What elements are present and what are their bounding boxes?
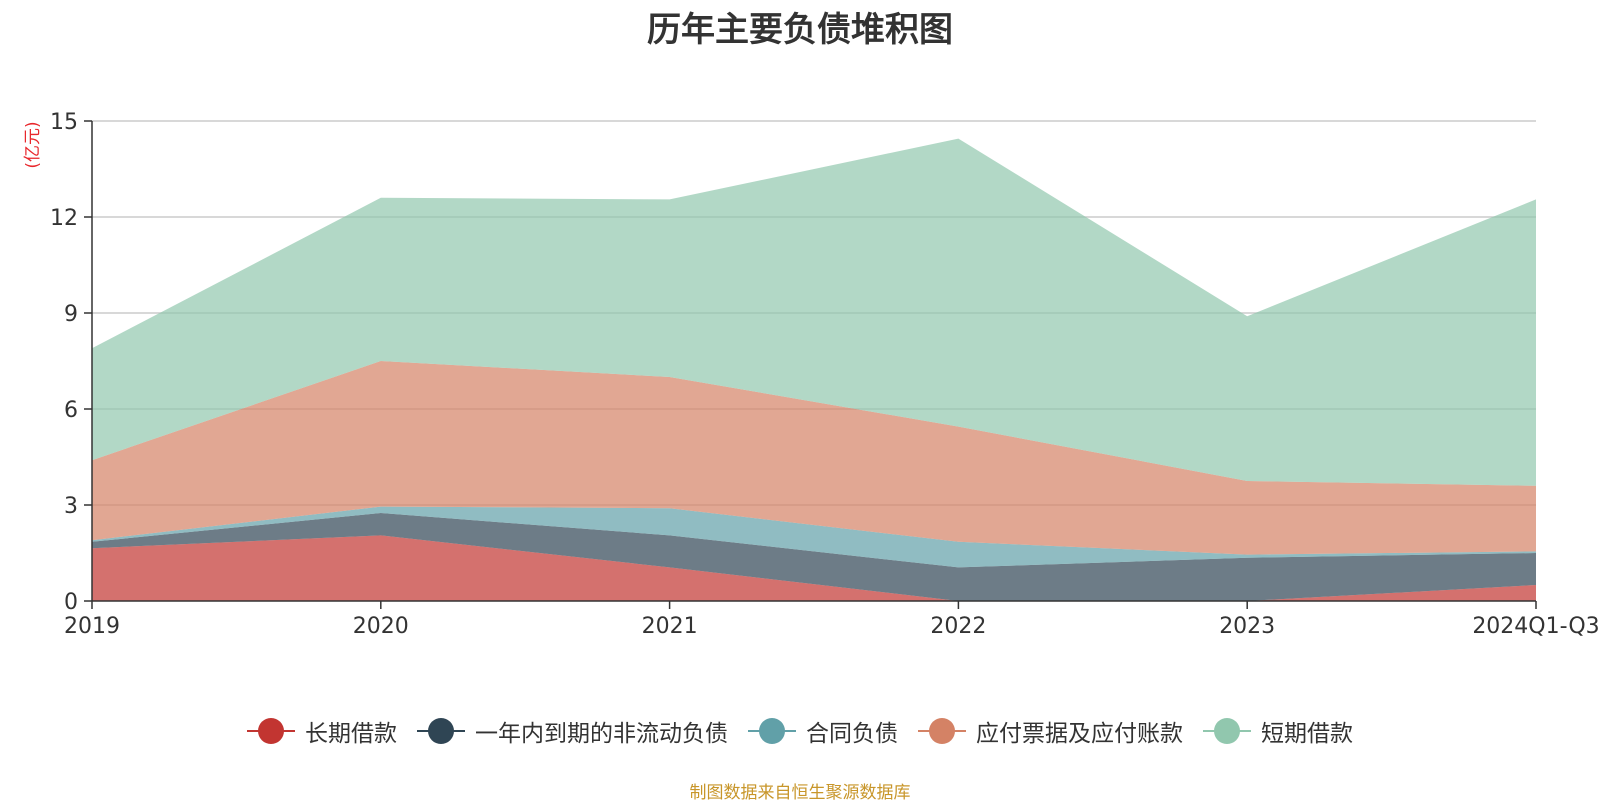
y-tick-label: 0 [64,590,78,615]
x-tick-label: 2019 [64,614,120,639]
legend-label: 短期借款 [1261,721,1353,747]
legend-label: 合同负债 [806,721,898,747]
legend-item[interactable]: 一年内到期的非流动负债 [417,714,728,748]
x-tick-label: 2020 [353,614,409,639]
legend-marker-icon [918,718,966,744]
x-tick-label: 2021 [642,614,698,639]
legend-marker-icon [417,718,465,744]
y-tick-label: 3 [64,494,78,519]
x-tick-label: 2023 [1219,614,1275,639]
legend-item[interactable]: 应付票据及应付账款 [918,714,1183,748]
x-tick-label: 2024Q1-Q3 [1472,614,1599,639]
legend-label: 应付票据及应付账款 [976,721,1183,747]
axes: 0 3 6 9 12 15 2019 2020 2021 2022 2023 2024Q1-Q3 [50,110,1600,639]
area-series [92,138,1536,601]
y-tick-label: 12 [50,206,78,231]
legend-marker-icon [1203,718,1251,744]
legend-label: 长期借款 [305,721,397,747]
legend-label: 一年内到期的非流动负债 [475,721,728,747]
area-series-2 [92,513,1536,601]
y-tick-label: 15 [50,110,78,135]
legend-marker-icon [748,718,796,744]
y-tick-label: 9 [64,302,78,327]
chart-title: 历年主要负债堆积图 [647,10,953,50]
x-tick-label: 2022 [930,614,986,639]
legend-item[interactable]: 长期借款 [247,714,397,748]
legend-item[interactable]: 短期借款 [1203,714,1353,748]
area-series-1 [92,535,1536,601]
area-series-5 [92,138,1536,486]
legend: 长期借款 一年内到期的非流动负债 合同负债 应付票据及应付账款 短期借款 [0,714,1600,748]
legend-marker-icon [247,718,295,744]
area-series-4 [92,361,1536,555]
area-series-3 [92,506,1536,568]
source-note: 制图数据来自恒生聚源数据库 [689,783,911,803]
y-axis-unit-label: (亿元) [23,121,43,168]
y-tick-label: 6 [64,398,78,423]
legend-item[interactable]: 合同负债 [748,714,898,748]
